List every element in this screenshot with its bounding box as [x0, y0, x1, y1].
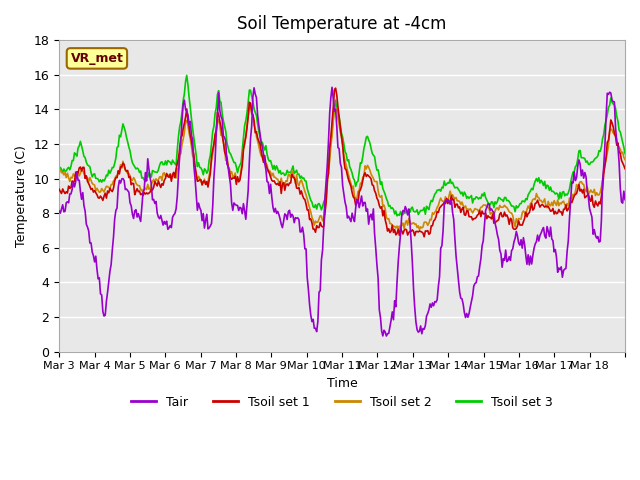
Text: VR_met: VR_met	[70, 52, 124, 65]
X-axis label: Time: Time	[326, 377, 358, 390]
Y-axis label: Temperature (C): Temperature (C)	[15, 145, 28, 247]
Title: Soil Temperature at -4cm: Soil Temperature at -4cm	[237, 15, 447, 33]
Legend: Tair, Tsoil set 1, Tsoil set 2, Tsoil set 3: Tair, Tsoil set 1, Tsoil set 2, Tsoil se…	[126, 391, 558, 414]
